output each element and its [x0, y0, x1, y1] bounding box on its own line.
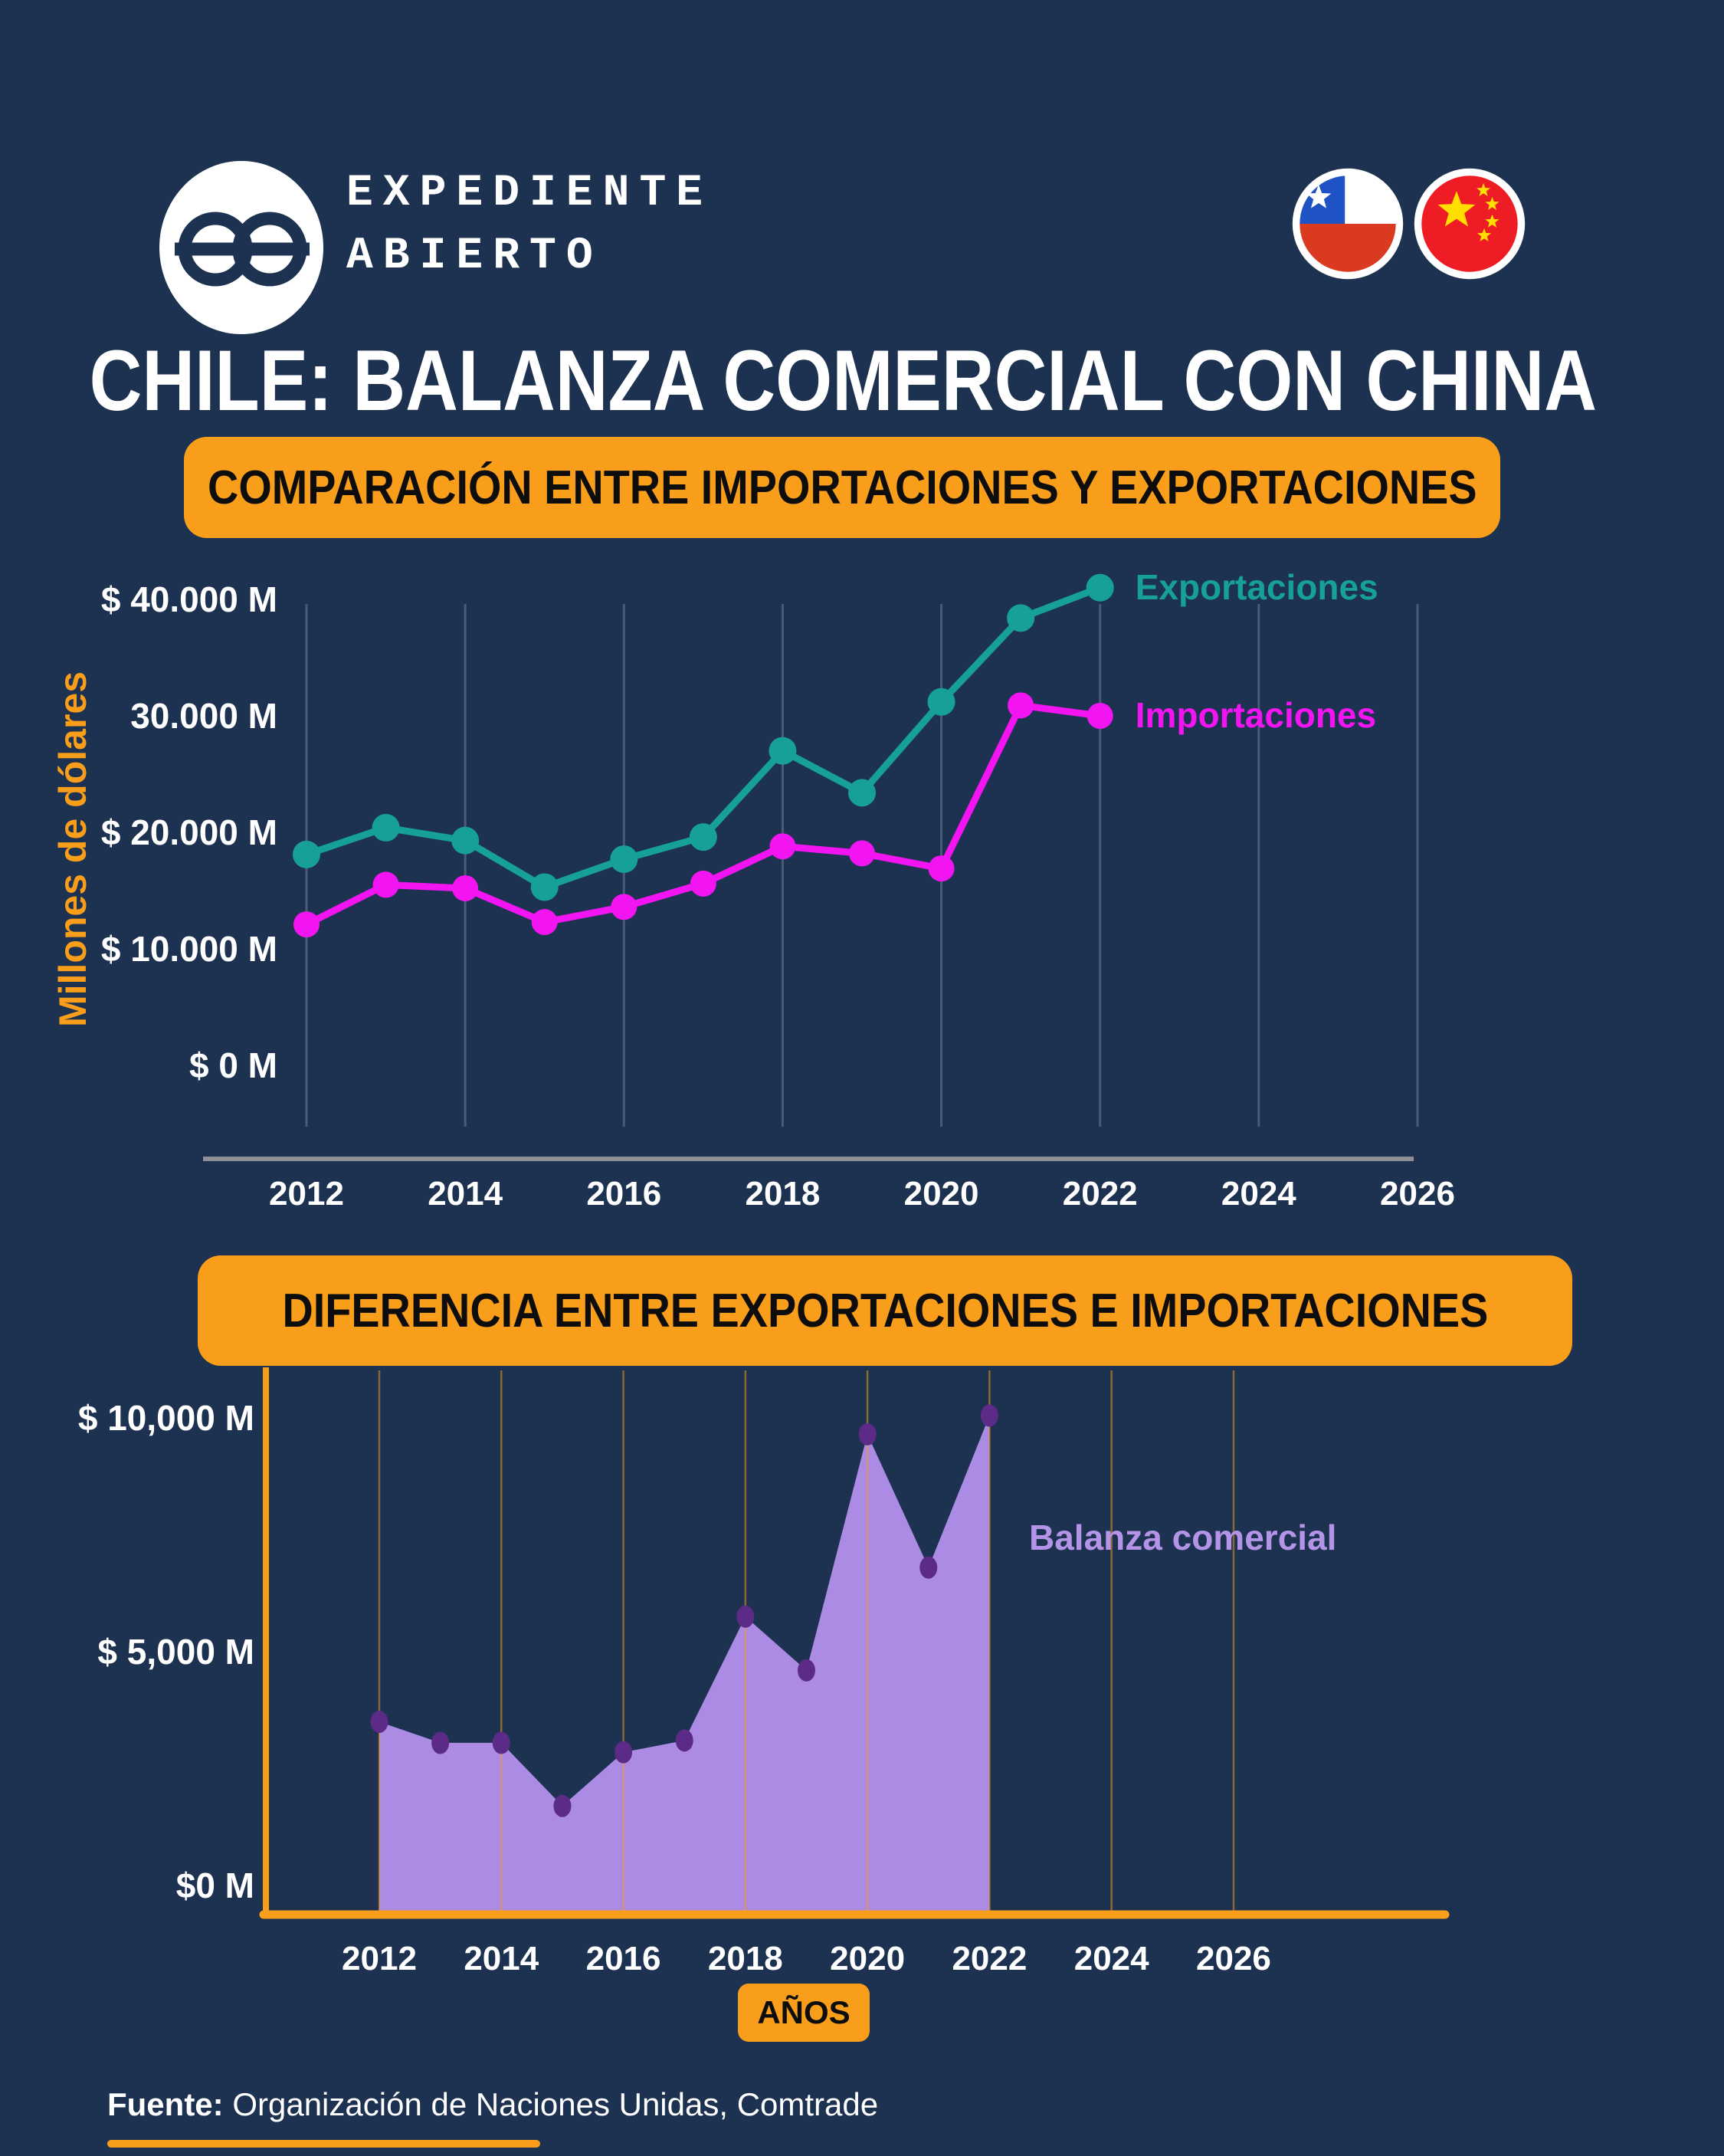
importaciones-point-2022: [1087, 703, 1113, 729]
balanza-point-2018: [736, 1605, 755, 1628]
balanza-point-2017: [675, 1729, 693, 1752]
chart2-x-tick-label: 2014: [464, 1940, 539, 1977]
importaciones-point-2018: [769, 833, 796, 860]
balanza-point-2015: [553, 1794, 572, 1817]
chart1-y-axis-title: Millones de dólares: [51, 671, 94, 1027]
chart2-x-tick-label: 2024: [1074, 1940, 1149, 1977]
exportaciones-point-2021: [1007, 604, 1035, 632]
chart1-y-tick-label: 30.000 M: [130, 696, 277, 736]
exportaciones-point-2015: [530, 873, 559, 901]
importaciones-point-2017: [690, 870, 716, 897]
china-big-star: [1437, 191, 1476, 227]
section1-banner: COMPARACIÓN ENTRE IMPORTACIONES Y EXPORT…: [184, 437, 1500, 538]
balanza-comercial-label: Balanza comercial: [1029, 1518, 1336, 1557]
chart2-x-tick-label: 2018: [708, 1940, 783, 1977]
importaciones-point-2015: [531, 909, 558, 936]
page-title: CHILE: BALANZA COMERCIAL CON CHINA: [89, 332, 1597, 428]
balanza-comercial-area: [379, 1416, 990, 1912]
balanza-point-2022: [980, 1404, 998, 1427]
importaciones-legend-label: Importaciones: [1136, 695, 1376, 735]
area-chart-trade-balance: $ 10,000 M $ 5,000 M $0 M 2012 2014 2016 2018 2…: [78, 1367, 1450, 1977]
brand-wordmark: EXPEDIENTE ABIERTO: [346, 162, 713, 288]
chile-flag-icon: [1292, 168, 1404, 280]
importaciones-point-2012: [293, 911, 320, 938]
chart1-y-tick-label: $ 10.000 M: [101, 929, 277, 969]
importaciones-point-2019: [848, 840, 875, 867]
chart2-y-tick-label: $ 5,000 M: [97, 1632, 254, 1672]
section2-banner-label: DIFERENCIA ENTRE EXPORTACIONES E IMPORTA…: [282, 1284, 1488, 1337]
chart1-x-tick-label: 2026: [1380, 1175, 1455, 1213]
chart2-y-tick-label: $ 10,000 M: [78, 1398, 254, 1438]
line-chart-exports-imports: $ 40.000 M 30.000 M $ 20.000 M $ 10.000 M $ …: [51, 567, 1455, 1213]
chart1-y-tick-label: $ 40.000 M: [101, 579, 277, 619]
chart1-x-tick-label: 2024: [1221, 1175, 1296, 1213]
anos-axis-badge-label: AÑOS: [757, 1994, 851, 2030]
exportaciones-point-2014: [451, 826, 480, 855]
exportaciones-point-2013: [372, 813, 400, 842]
balanza-point-2016: [615, 1741, 633, 1764]
exportaciones-point-2017: [689, 823, 717, 852]
chile-star: [1306, 184, 1332, 208]
expediente-abierto-logo-icon: [159, 161, 323, 334]
balanza-point-2021: [919, 1556, 938, 1579]
balanza-point-2014: [492, 1731, 510, 1754]
china-small-star-1: [1477, 182, 1491, 196]
balanza-point-2020: [858, 1423, 877, 1446]
exportaciones-point-2022: [1086, 573, 1114, 602]
chart1-x-tick-label: 2016: [586, 1175, 661, 1213]
china-small-star-3: [1485, 214, 1499, 228]
anos-axis-badge: AÑOS: [738, 1984, 870, 2042]
importaciones-point-2021: [1008, 692, 1034, 719]
source-underline: [107, 2140, 540, 2148]
chart2-x-tick-label: 2020: [830, 1940, 905, 1977]
balanza-point-2019: [797, 1659, 815, 1682]
brand-line1: EXPEDIENTE: [346, 169, 713, 218]
source-text: Organización de Naciones Unidas, Comtrad…: [232, 2086, 879, 2122]
chart1-x-tick-label: 2022: [1063, 1175, 1138, 1213]
chart2-x-tick-label: 2026: [1196, 1940, 1271, 1977]
section1-banner-label: COMPARACIÓN ENTRE IMPORTACIONES Y EXPORT…: [207, 461, 1477, 514]
chart2-x-tick-label: 2016: [586, 1940, 661, 1977]
balanza-point-2013: [431, 1731, 450, 1754]
chart1-x-tick-label: 2018: [745, 1175, 820, 1213]
brand-line2: ABIERTO: [346, 231, 603, 281]
chart1-x-tick-label: 2012: [269, 1175, 344, 1213]
importaciones-point-2013: [372, 871, 399, 898]
exportaciones-point-2012: [293, 840, 320, 868]
chart2-x-tick-label: 2012: [342, 1940, 417, 1977]
footer-source: Fuente: Organización de Naciones Unidas,…: [107, 2086, 878, 2123]
balanza-point-2012: [370, 1711, 388, 1733]
chart2-x-tick-label: 2022: [952, 1940, 1027, 1977]
chart1-y-tick-label: $ 20.000 M: [101, 812, 277, 852]
chart1-x-tick-label: 2014: [428, 1175, 503, 1213]
importaciones-point-2020: [928, 855, 955, 882]
chart1-x-tick-label: 2020: [904, 1175, 979, 1213]
exportaciones-point-2020: [927, 687, 955, 716]
chart1-y-tick-label: $ 0 M: [189, 1045, 277, 1085]
importaciones-point-2014: [452, 875, 479, 901]
exportaciones-point-2018: [769, 737, 797, 765]
china-flag-icon: [1414, 168, 1526, 280]
exportaciones-legend-label: Exportaciones: [1136, 567, 1378, 607]
chart2-y-tick-label: $0 M: [176, 1866, 254, 1905]
exportaciones-point-2019: [847, 779, 876, 807]
section2-banner: DIFERENCIA ENTRE EXPORTACIONES E IMPORTA…: [198, 1255, 1572, 1366]
exportaciones-point-2016: [610, 845, 638, 873]
source-label: Fuente:: [107, 2086, 224, 2122]
china-small-star-2: [1485, 196, 1499, 211]
importaciones-point-2016: [611, 894, 637, 920]
china-small-star-4: [1477, 228, 1492, 241]
